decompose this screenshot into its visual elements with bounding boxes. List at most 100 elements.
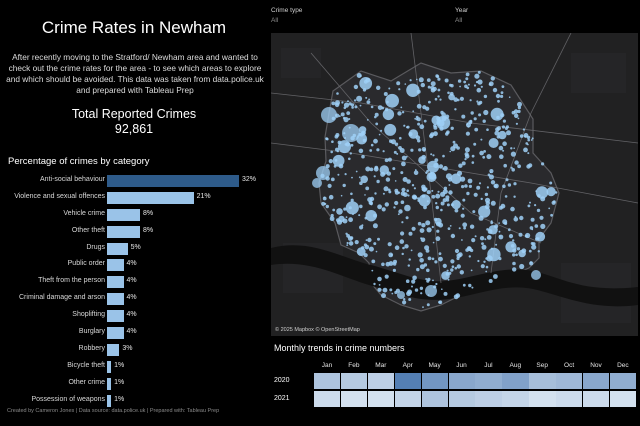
crime-point[interactable] (340, 112, 345, 117)
category-row[interactable]: Other theft 8% (0, 224, 268, 241)
crime-point[interactable] (493, 274, 498, 279)
crime-point[interactable] (446, 203, 450, 207)
crime-point[interactable] (439, 126, 444, 131)
crime-point[interactable] (510, 206, 515, 212)
crime-point[interactable] (461, 161, 466, 166)
crime-point[interactable] (401, 221, 404, 224)
crime-point[interactable] (464, 84, 468, 89)
crime-point[interactable] (477, 79, 483, 85)
category-bar[interactable] (107, 208, 140, 221)
crime-point[interactable] (431, 115, 441, 125)
crime-point[interactable] (333, 164, 337, 168)
crime-point[interactable] (354, 240, 359, 245)
crime-point[interactable] (342, 124, 360, 142)
crime-point[interactable] (386, 171, 391, 176)
heatmap-cell[interactable] (583, 391, 610, 407)
crime-point[interactable] (473, 142, 477, 146)
crime-point[interactable] (371, 269, 374, 272)
crime-point[interactable] (419, 258, 424, 263)
crime-point[interactable] (356, 247, 366, 256)
heatmap-cell[interactable] (556, 391, 583, 407)
crime-point[interactable] (458, 227, 461, 230)
crime-point[interactable] (377, 105, 383, 110)
crime-point[interactable] (394, 180, 397, 182)
crime-point[interactable] (420, 82, 425, 88)
crime-point[interactable] (490, 180, 496, 185)
crime-point[interactable] (445, 195, 450, 200)
crime-point[interactable] (408, 231, 413, 236)
crime-point[interactable] (335, 147, 339, 152)
crime-point[interactable] (312, 178, 322, 188)
crime-point[interactable] (356, 95, 363, 102)
crime-point[interactable] (415, 115, 419, 119)
crime-point[interactable] (478, 215, 484, 221)
crime-point[interactable] (435, 236, 441, 242)
crime-point[interactable] (507, 183, 512, 187)
crime-point[interactable] (527, 143, 529, 146)
crime-point[interactable] (422, 306, 424, 308)
crime-point[interactable] (469, 99, 472, 102)
crime-point[interactable] (374, 192, 377, 195)
crime-point[interactable] (528, 163, 533, 168)
crime-point[interactable] (504, 221, 508, 225)
crime-point[interactable] (346, 244, 349, 247)
crime-point[interactable] (347, 236, 353, 241)
crime-point[interactable] (387, 188, 391, 192)
crime-point[interactable] (350, 192, 353, 196)
crime-point[interactable] (419, 228, 425, 234)
crime-point[interactable] (480, 138, 483, 141)
crime-point[interactable] (426, 78, 431, 82)
crime-point[interactable] (411, 184, 415, 187)
crime-point[interactable] (421, 223, 426, 228)
crime-point[interactable] (366, 119, 369, 121)
crime-point[interactable] (388, 87, 391, 90)
crime-point[interactable] (534, 224, 539, 228)
crime-point[interactable] (486, 228, 489, 231)
crime-point[interactable] (501, 125, 506, 129)
crime-point[interactable] (404, 204, 411, 212)
crime-point[interactable] (383, 186, 389, 192)
crime-point[interactable] (370, 105, 374, 109)
crime-point[interactable] (407, 289, 413, 295)
crime-point[interactable] (529, 261, 534, 266)
crime-point[interactable] (485, 265, 489, 269)
heatmap-cell[interactable] (421, 391, 448, 407)
crime-point[interactable] (495, 243, 498, 246)
crime-point[interactable] (488, 279, 493, 283)
crime-point[interactable] (321, 201, 326, 206)
crime-point[interactable] (463, 226, 466, 230)
crime-point[interactable] (507, 228, 511, 232)
heatmap-cell[interactable] (394, 391, 422, 407)
crime-point[interactable] (381, 262, 385, 267)
crime-point[interactable] (512, 261, 516, 266)
crime-point[interactable] (438, 252, 442, 256)
heatmap-cell[interactable] (556, 373, 583, 389)
crime-point[interactable] (445, 173, 453, 180)
crime-point[interactable] (536, 208, 541, 213)
crime-point[interactable] (446, 269, 449, 272)
crime-point[interactable] (465, 72, 470, 77)
crime-point[interactable] (466, 191, 470, 196)
crime-point[interactable] (450, 268, 454, 272)
crime-point[interactable] (484, 192, 489, 197)
crime-point[interactable] (457, 79, 462, 83)
crime-point[interactable] (519, 215, 524, 221)
crime-point[interactable] (393, 206, 396, 209)
crime-point[interactable] (486, 235, 492, 240)
crime-point[interactable] (392, 268, 396, 272)
crime-point[interactable] (332, 154, 345, 167)
crime-point[interactable] (449, 150, 451, 153)
crime-point[interactable] (476, 185, 481, 190)
crime-point[interactable] (502, 184, 506, 189)
crime-point[interactable] (454, 248, 460, 254)
crime-point[interactable] (343, 102, 350, 108)
heatmap-cell[interactable] (340, 373, 368, 389)
crime-point[interactable] (488, 225, 498, 235)
crime-point[interactable] (345, 201, 359, 215)
crime-point[interactable] (433, 217, 438, 222)
crime-point[interactable] (351, 106, 354, 109)
crime-point[interactable] (467, 83, 470, 86)
crime-point[interactable] (401, 111, 405, 114)
crime-point[interactable] (369, 167, 374, 172)
crime-point[interactable] (498, 222, 500, 224)
